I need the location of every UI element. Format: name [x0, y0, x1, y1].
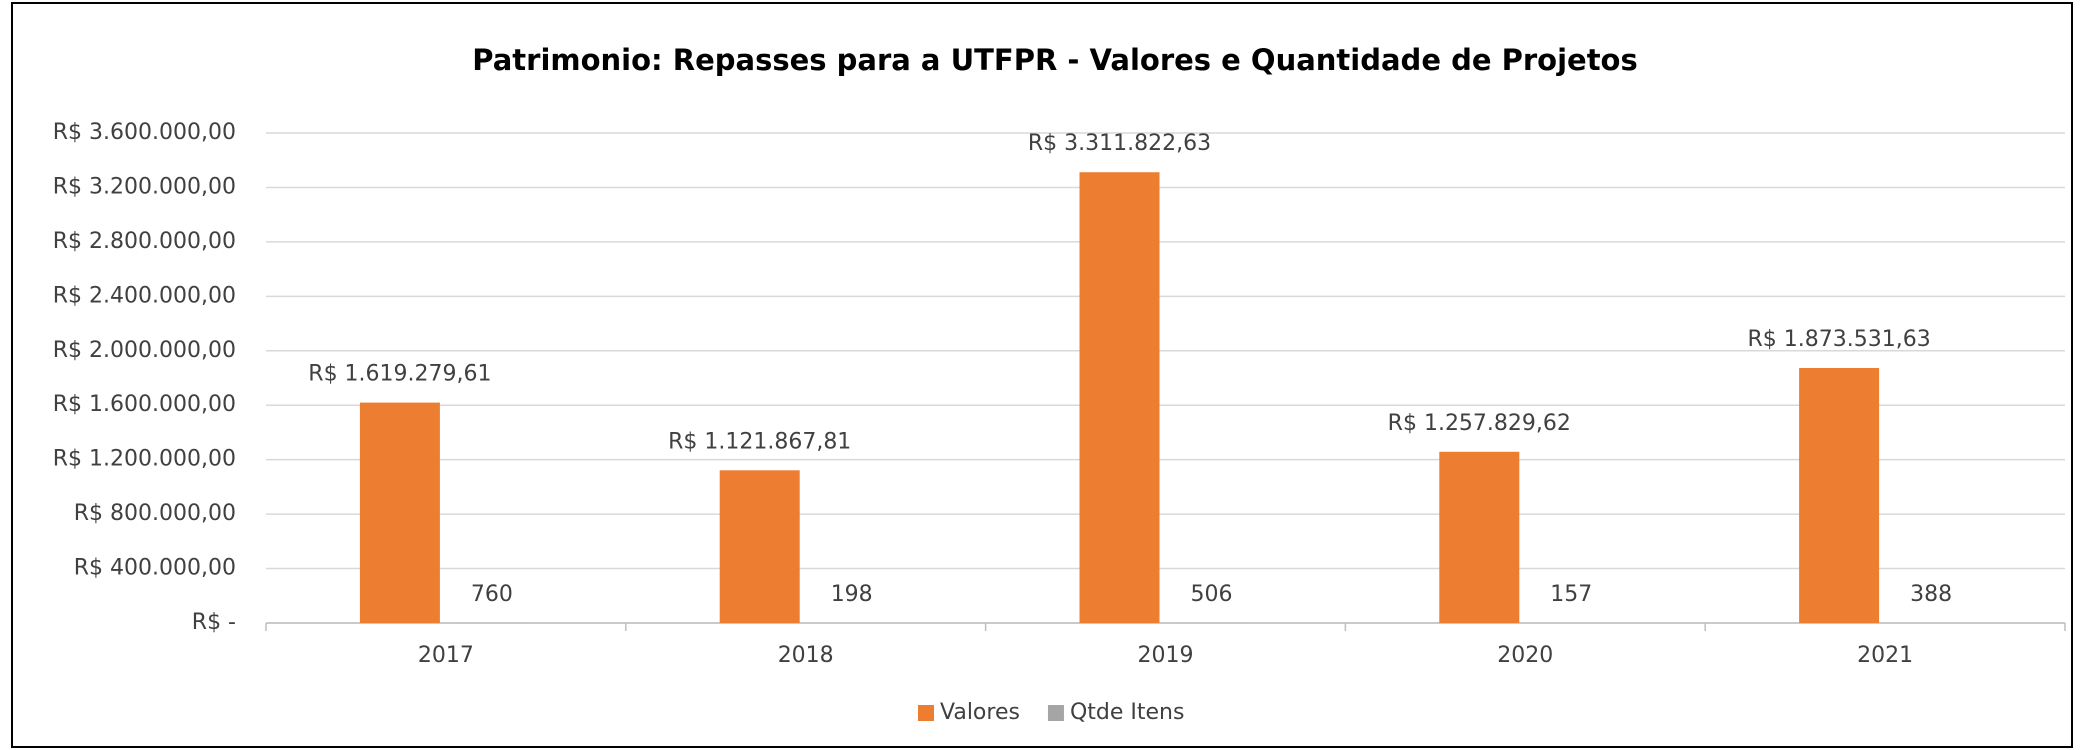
data-label: 198 — [831, 582, 873, 607]
bar — [1079, 172, 1160, 624]
chart-title: Patrimonio: Repasses para a UTFPR - Valo… — [472, 43, 1638, 77]
data-label: 760 — [471, 582, 513, 607]
y-tick-label: R$ 2.800.000,00 — [53, 229, 236, 254]
bar — [1439, 451, 1520, 623]
legend-swatch — [918, 705, 934, 721]
bar — [359, 402, 440, 623]
y-tick-label: R$ 800.000,00 — [74, 501, 236, 526]
y-tick-label: R$ 1.200.000,00 — [53, 447, 236, 472]
legend-swatch — [1047, 705, 1064, 721]
x-tick-label: 2018 — [778, 643, 834, 668]
bar — [719, 470, 800, 623]
data-label: 506 — [1191, 582, 1233, 607]
y-tick-label: R$ - — [192, 610, 236, 635]
data-label: R$ 1.257.829,62 — [1388, 411, 1571, 436]
data-label: 157 — [1550, 582, 1592, 607]
data-label: R$ 1.873.531,63 — [1747, 327, 1930, 352]
x-tick-label: 2017 — [418, 643, 474, 668]
y-tick-label: R$ 1.600.000,00 — [53, 392, 236, 417]
y-tick-label: R$ 2.000.000,00 — [53, 338, 236, 363]
data-label: R$ 3.311.822,63 — [1028, 131, 1211, 156]
x-tick-label: 2019 — [1138, 643, 1194, 668]
x-tick-label: 2021 — [1857, 643, 1913, 668]
data-label: R$ 1.121.867,81 — [668, 429, 851, 454]
y-tick-label: R$ 3.200.000,00 — [53, 174, 236, 199]
legend-label: Valores — [940, 700, 1020, 725]
x-tick-label: 2020 — [1497, 643, 1553, 668]
data-label: R$ 1.619.279,61 — [308, 362, 491, 387]
bar — [1799, 367, 1880, 623]
y-tick-label: R$ 3.600.000,00 — [53, 120, 236, 145]
legend-label: Qtde Itens — [1070, 700, 1185, 725]
data-label: 388 — [1910, 582, 1952, 607]
y-tick-label: R$ 2.400.000,00 — [53, 283, 236, 308]
y-tick-label: R$ 400.000,00 — [74, 556, 236, 581]
